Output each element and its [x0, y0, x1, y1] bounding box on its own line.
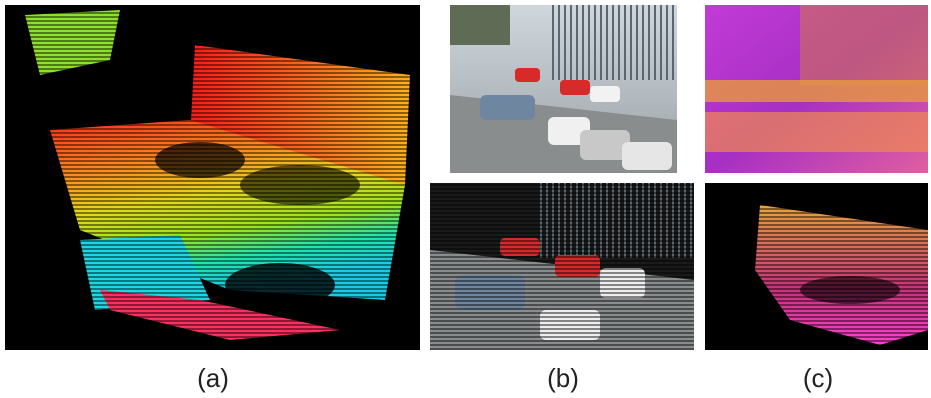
panel-b-cloud — [430, 183, 694, 350]
panel-label: (b) — [547, 363, 579, 393]
car — [560, 80, 590, 95]
scan-lines — [5, 5, 420, 350]
car — [515, 68, 540, 82]
scan-lines — [430, 183, 694, 350]
car-shadow — [240, 165, 360, 205]
car-shadow — [155, 142, 245, 178]
car-shadow — [800, 276, 900, 304]
scan-lines — [705, 183, 928, 350]
car — [590, 86, 620, 102]
car-shadow — [225, 263, 335, 307]
cars-row — [705, 80, 928, 102]
panel-a — [5, 5, 420, 350]
cars-row — [705, 112, 928, 152]
panel-label: (a) — [197, 363, 229, 393]
building — [550, 5, 677, 80]
trees — [450, 5, 510, 45]
car — [480, 95, 535, 120]
panel-label: (c) — [803, 363, 833, 393]
panel-c-thermal — [705, 5, 928, 173]
figure: (a) (b) (c) — [0, 0, 931, 398]
building — [800, 5, 928, 85]
car — [622, 142, 672, 170]
panel-c-cloud — [705, 183, 928, 350]
panel-b-photo — [450, 5, 677, 173]
